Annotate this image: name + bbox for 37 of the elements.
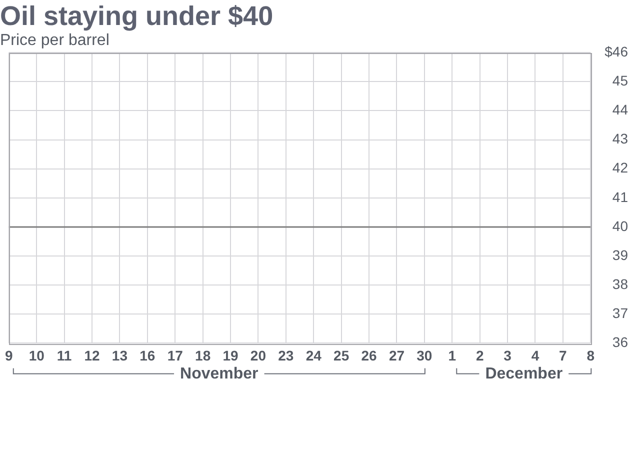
x-tick-label: 30 xyxy=(416,347,432,364)
x-tick-label: 17 xyxy=(167,347,184,364)
y-tick-label: 40 xyxy=(612,218,628,234)
x-tick-label: 16 xyxy=(140,347,156,364)
y-tick-label: $46 xyxy=(604,43,628,60)
x-tick-label: 19 xyxy=(222,347,239,364)
x-tick-label: 13 xyxy=(112,347,128,364)
x-tick-label: 27 xyxy=(388,347,405,364)
x-tick-label: 20 xyxy=(250,347,266,364)
text: November xyxy=(180,366,258,383)
x-tick-label: 2 xyxy=(476,347,484,364)
x-tick-label: 11 xyxy=(56,347,72,364)
y-tick-label: 39 xyxy=(612,246,628,263)
y-tick-label: 45 xyxy=(612,72,628,89)
y-tick-label: 37 xyxy=(612,305,628,321)
x-tick-label: 10 xyxy=(28,347,45,364)
x-tick-label: 7 xyxy=(559,347,568,364)
y-tick-label: 38 xyxy=(612,276,628,292)
y-tick-label: 36 xyxy=(612,334,628,350)
chart-title: Oil staying under $40 xyxy=(0,0,274,31)
x-tick-label: 4 xyxy=(531,347,540,364)
y-tick-label: 44 xyxy=(612,102,628,118)
y-tick-label: 43 xyxy=(612,130,628,147)
y-tick-label: 42 xyxy=(612,160,628,176)
x-tick-label: 8 xyxy=(586,347,595,364)
x-tick-label: 9 xyxy=(4,347,13,364)
text: December xyxy=(485,366,563,383)
chart-subtitle: Price per barrel xyxy=(0,32,110,50)
x-tick-label: 3 xyxy=(504,347,512,364)
x-tick-label: 18 xyxy=(195,347,211,364)
x-tick-label: 1 xyxy=(448,347,456,364)
x-tick-label: 12 xyxy=(84,347,100,364)
x-tick-label: 23 xyxy=(278,347,294,364)
y-tick-label: 41 xyxy=(612,188,628,205)
x-tick-label: 25 xyxy=(334,347,350,364)
x-tick-label: 24 xyxy=(306,347,322,364)
x-tick-label: 26 xyxy=(361,347,378,364)
